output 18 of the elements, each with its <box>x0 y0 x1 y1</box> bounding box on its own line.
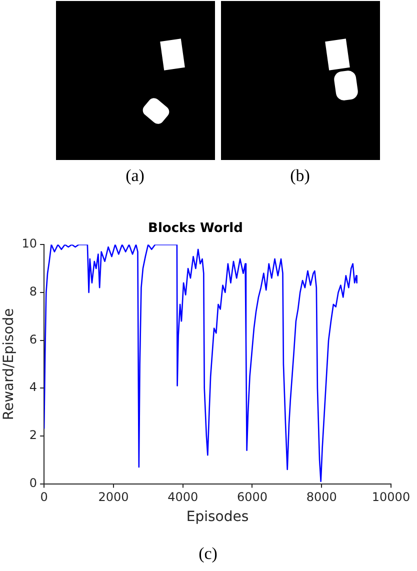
y-tick-label: 6 <box>29 332 38 346</box>
y-axis-title: Reward/Episode <box>1 308 18 420</box>
y-tick-label: 0 <box>29 476 38 490</box>
x-tick-label: 6000 <box>236 490 268 504</box>
text: (c) <box>198 544 218 564</box>
y-tick-label: 8 <box>29 284 38 299</box>
x-tick-label: 0 <box>40 490 48 504</box>
x-tick-label: 8000 <box>306 490 337 504</box>
x-tick-label: 2000 <box>98 490 129 504</box>
y-tick-label: 2 <box>29 428 38 442</box>
chart-title: Blocks World <box>148 221 243 236</box>
x-axis-title: Episodes <box>186 509 249 526</box>
y-tick-label: 4 <box>29 380 38 394</box>
x-tick-label: 4000 <box>168 490 198 504</box>
text: (b) <box>290 166 310 186</box>
x-tick-label: 10000 <box>372 490 410 504</box>
y-tick-label: 10 <box>22 236 38 251</box>
text: (a) <box>126 166 144 186</box>
